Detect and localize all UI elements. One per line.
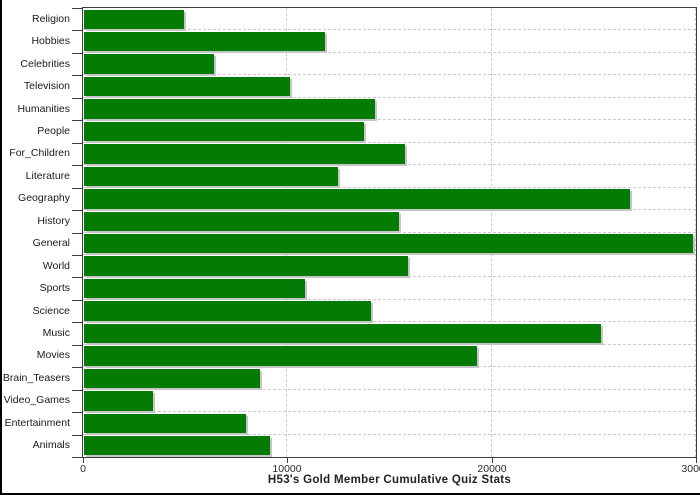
horizontal-gridline: [83, 96, 696, 98]
y-axis-tick: [72, 233, 83, 234]
bar: [84, 121, 364, 142]
y-axis-tick: [72, 210, 83, 211]
x-axis-tick-label: 20000: [477, 463, 507, 475]
category-label: Animals: [32, 439, 70, 452]
bar: [84, 211, 399, 231]
x-axis-tick: [287, 457, 288, 463]
y-axis-tick: [72, 300, 83, 301]
horizontal-gridline: [83, 119, 696, 121]
category-label: Sports: [39, 282, 70, 295]
bar: [84, 413, 246, 434]
vertical-gridline: [490, 8, 492, 457]
y-axis-tick: [72, 322, 83, 323]
category-label: Religion: [32, 12, 70, 25]
category-label: Entertainment: [4, 416, 70, 429]
category-label: Brain_Teasers: [2, 371, 70, 384]
horizontal-gridline: [83, 366, 696, 368]
category-label: Geography: [18, 192, 70, 205]
y-axis-tick: [72, 255, 83, 256]
category-label: Celebrities: [20, 57, 70, 70]
horizontal-gridline: [83, 298, 696, 300]
y-axis-tick: [72, 367, 83, 368]
y-axis-tick: [72, 188, 83, 189]
horizontal-gridline: [83, 231, 696, 233]
category-label: Movies: [36, 349, 70, 362]
x-axis-tick-label: 30000: [681, 463, 700, 475]
horizontal-gridline: [83, 29, 696, 31]
x-axis-tick: [83, 457, 84, 463]
category-label: Science: [32, 304, 70, 317]
bar: [84, 189, 630, 209]
horizontal-gridline: [83, 186, 696, 188]
y-axis-tick: [72, 143, 83, 144]
bar: [84, 368, 260, 389]
category-label: Music: [42, 327, 70, 340]
y-axis-tick: [72, 345, 83, 346]
x-axis-tick: [492, 457, 493, 463]
y-axis-tick: [72, 165, 83, 166]
horizontal-gridline: [83, 433, 696, 435]
horizontal-gridline: [83, 321, 696, 323]
horizontal-gridline: [83, 388, 696, 390]
category-label: Television: [23, 80, 70, 93]
y-axis-tick: [72, 277, 83, 278]
bar: [84, 346, 477, 366]
x-axis-tick-label: 0: [80, 463, 86, 475]
bar: [84, 323, 601, 344]
y-axis-tick: [72, 435, 83, 436]
category-label: Literature: [25, 169, 70, 182]
category-label: General: [32, 237, 70, 250]
bar: [84, 234, 693, 254]
y-axis-tick: [72, 30, 83, 31]
category-label: World: [42, 259, 70, 272]
bar: [84, 144, 405, 164]
category-label: Video_Games: [3, 394, 70, 407]
category-label: History: [37, 214, 70, 227]
category-label: People: [37, 124, 70, 137]
horizontal-gridline: [83, 141, 696, 143]
horizontal-gridline: [83, 343, 696, 345]
horizontal-gridline: [83, 411, 696, 413]
bar: [84, 166, 338, 187]
vertical-gridline: [286, 8, 288, 457]
bar: [84, 301, 371, 321]
plot-area: [82, 7, 697, 458]
horizontal-gridline: [83, 164, 696, 166]
y-axis-tick: [72, 120, 83, 121]
y-axis-tick: [72, 390, 83, 391]
bar: [84, 31, 325, 52]
chart-title: H53's Gold Member Cumulative Quiz Stats: [267, 474, 512, 486]
category-label: Humanities: [17, 102, 70, 115]
y-axis-tick: [72, 53, 83, 54]
x-axis-tick: [696, 457, 697, 463]
y-axis-tick: [72, 75, 83, 76]
y-axis-tick: [72, 8, 83, 9]
y-axis-tick: [72, 457, 83, 458]
category-label: Hobbies: [31, 35, 70, 48]
horizontal-gridline: [83, 253, 696, 255]
horizontal-gridline: [83, 276, 696, 278]
frame-bottom-border: [0, 493, 700, 495]
x-axis-tick-label: 10000: [272, 463, 302, 475]
horizontal-gridline: [83, 51, 696, 53]
frame-left-border: [0, 0, 2, 495]
bar: [84, 436, 270, 456]
category-label: For_Children: [9, 147, 70, 160]
bar: [84, 278, 305, 299]
horizontal-gridline: [83, 74, 696, 76]
horizontal-gridline: [83, 209, 696, 211]
y-axis-tick: [72, 98, 83, 99]
bar: [84, 99, 375, 119]
bar: [84, 9, 184, 29]
vertical-gridline: [695, 8, 696, 457]
y-axis-tick: [72, 412, 83, 413]
bar: [84, 76, 290, 97]
bar: [84, 256, 408, 276]
bar: [84, 54, 214, 74]
bar: [84, 391, 153, 411]
